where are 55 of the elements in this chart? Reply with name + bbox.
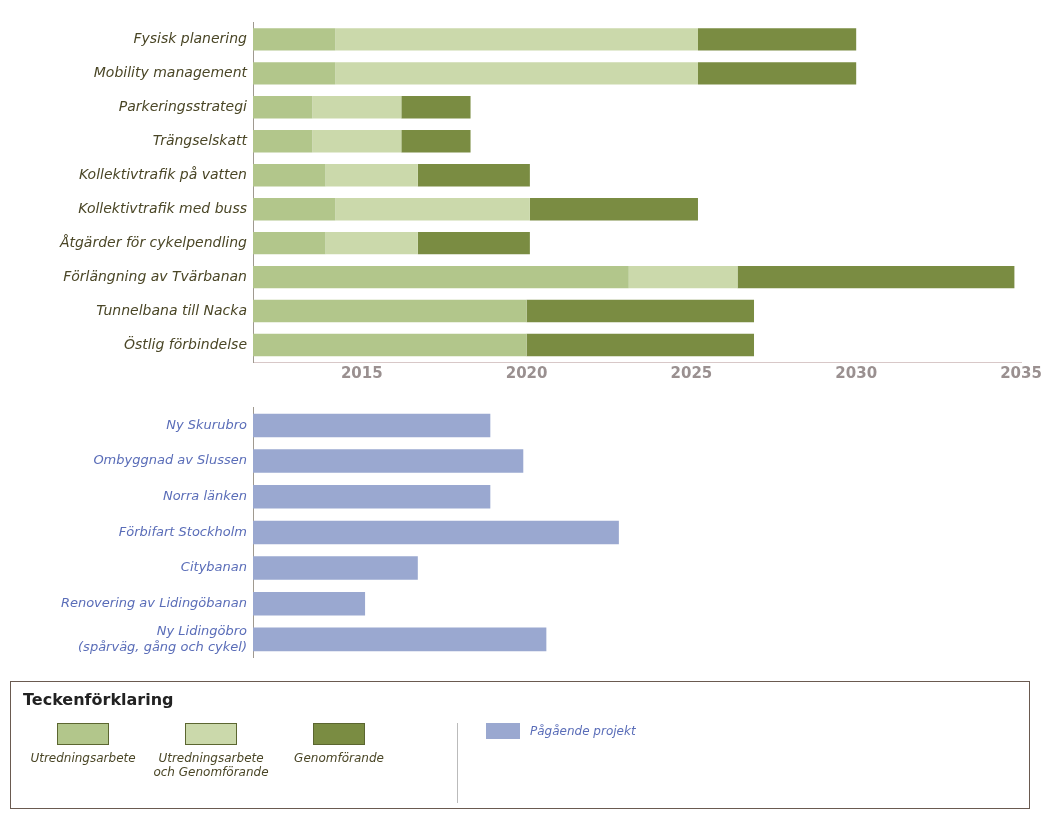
bar bbox=[253, 96, 313, 119]
bar bbox=[401, 130, 471, 153]
bar bbox=[628, 265, 738, 289]
legend-label: Genomförande bbox=[293, 751, 385, 765]
y-tick-label: Norra länken bbox=[162, 488, 247, 504]
x-tick-label: 2015 bbox=[340, 363, 383, 382]
y-tick-label: Kollektivtrafik med buss bbox=[78, 199, 247, 216]
bar bbox=[417, 231, 530, 255]
bar bbox=[312, 96, 402, 119]
y-tick-label: Ny Skurubro bbox=[166, 416, 248, 432]
x-tick-label: 2035 bbox=[1000, 363, 1042, 382]
bar bbox=[253, 164, 326, 187]
x-tick-label: 2020 bbox=[505, 363, 548, 382]
x-tick-label: 2025 bbox=[670, 363, 713, 382]
bar bbox=[253, 28, 336, 51]
bar bbox=[253, 197, 336, 221]
legend-label: Utredningsarbete bbox=[29, 751, 137, 765]
bar bbox=[526, 333, 755, 357]
y-tick-label: Trängselskatt bbox=[152, 131, 248, 148]
bar bbox=[253, 265, 629, 289]
bar bbox=[253, 299, 527, 323]
bar bbox=[401, 96, 471, 119]
bar bbox=[526, 299, 755, 323]
bar bbox=[253, 62, 336, 85]
y-tick-label: Östlig förbindelse bbox=[123, 334, 247, 352]
legend-label: Utredningsarbete och Genomförande bbox=[152, 751, 270, 779]
bar bbox=[253, 231, 326, 255]
bar bbox=[529, 197, 698, 221]
y-tick-label: Renovering av Lidingöbanan bbox=[60, 595, 247, 611]
bar bbox=[325, 231, 418, 255]
x-tick-label: 2030 bbox=[835, 363, 878, 382]
y-tick-label: Ny Lidingöbro (spårväg, gång och cykel) bbox=[78, 622, 248, 654]
bar bbox=[335, 197, 530, 221]
bar bbox=[697, 28, 857, 51]
y-tick-label: Parkeringsstrategi bbox=[118, 97, 248, 114]
bar bbox=[737, 265, 1015, 289]
bar bbox=[253, 130, 313, 153]
y-tick-label: Ombyggnad av Slussen bbox=[93, 452, 247, 468]
bar bbox=[335, 28, 698, 51]
y-tick-label: Mobility management bbox=[93, 63, 248, 80]
bar bbox=[697, 62, 857, 85]
y-tick-label: Förlängning av Tvärbanan bbox=[63, 267, 247, 284]
y-tick-label: Kollektivtrafik på vatten bbox=[78, 165, 247, 182]
bar bbox=[253, 333, 527, 357]
legend-label: Pågående projekt bbox=[530, 724, 636, 738]
legend-title: Teckenförklaring bbox=[23, 690, 175, 709]
y-tick-label: Citybanan bbox=[180, 559, 247, 575]
y-tick-label: Tunnelbana till Nacka bbox=[96, 301, 247, 318]
bar bbox=[417, 164, 530, 187]
y-tick-label: Åtgärder för cykelpendling bbox=[58, 233, 248, 250]
y-tick-label: Förbifart Stockholm bbox=[118, 523, 247, 539]
bar bbox=[325, 164, 418, 187]
y-tick-label: Fysisk planering bbox=[133, 30, 248, 47]
bar bbox=[335, 62, 698, 85]
bar bbox=[312, 130, 402, 153]
